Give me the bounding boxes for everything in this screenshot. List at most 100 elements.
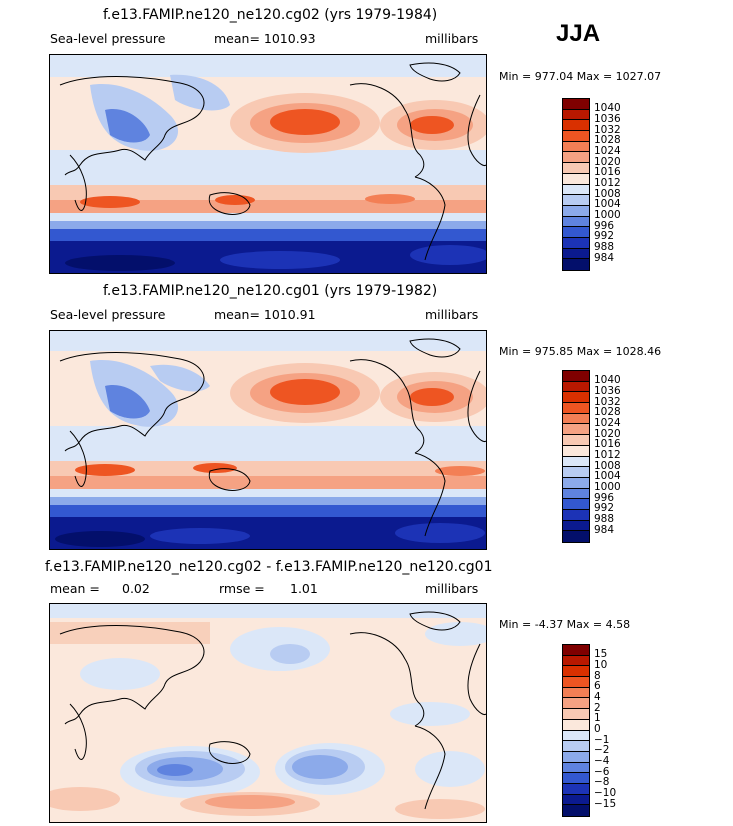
panel1-colorbar-swatch	[563, 248, 589, 260]
colorbar-tick-label: 1020	[594, 428, 621, 440]
colorbar-tick-label: 1012	[594, 177, 621, 189]
panel2-colorbar-swatch	[563, 424, 589, 436]
panel1-units-label: millibars	[425, 31, 479, 46]
colorbar-tick-label: −6	[594, 766, 610, 778]
colorbar-tick-label: 988	[594, 241, 615, 253]
panel2-colorbar-swatch	[563, 413, 589, 425]
panel1-colorbar-swatch	[563, 216, 589, 228]
panel3-field	[50, 604, 486, 822]
panel1-colorbar-swatch	[563, 237, 589, 249]
colorbar-tick-label: −8	[594, 776, 610, 788]
panel1-mean-label: mean= 1010.93	[214, 31, 316, 46]
panel2-colorbar-swatch	[563, 403, 589, 414]
colorbar-tick-label: 984	[594, 524, 615, 536]
panel2-variable-label: Sea-level pressure	[50, 307, 166, 322]
panel3-colorbar-swatch	[563, 762, 589, 774]
colorbar-tick-label: −2	[594, 744, 610, 756]
colorbar-tick-label: 996	[594, 492, 615, 504]
colorbar-tick-label: 6	[594, 680, 601, 692]
panel3-rmse-value: 1.01	[290, 581, 318, 596]
panel2-colorbar-swatch	[563, 520, 589, 532]
colorbar-tick-label: 992	[594, 502, 615, 514]
panel1-colorbar-swatch	[563, 205, 589, 217]
colorbar-tick-label: 1020	[594, 156, 621, 168]
panel3-colorbar-swatch	[563, 655, 589, 667]
panel1-colorbar-swatch	[563, 109, 589, 121]
colorbar-tick-label: 1036	[594, 385, 621, 397]
panel2-colorbar-swatch	[563, 477, 589, 489]
panel2-colorbar-swatch	[563, 499, 589, 510]
panel3-colorbar-swatch	[563, 687, 589, 699]
panel3-colorbar-swatch	[563, 645, 589, 656]
colorbar-tick-label: 1028	[594, 134, 621, 146]
panel2-mean-label: mean= 1010.91	[214, 307, 316, 322]
colorbar-tick-label: 1	[594, 712, 601, 724]
panel1-colorbar-swatch	[563, 152, 589, 164]
panel2-title: f.e13.FAMIP.ne120_ne120.cg01 (yrs 1979-1…	[103, 283, 438, 299]
colorbar-tick-label: 1008	[594, 460, 621, 472]
season-label: JJA	[556, 20, 601, 47]
panel3-colorbar-swatch	[563, 805, 589, 816]
colorbar-tick-label: 15	[594, 648, 608, 660]
colorbar-tick-label: 1012	[594, 449, 621, 461]
panel2-colorbar-swatch	[563, 488, 589, 500]
panel3-colorbar-swatch	[563, 719, 589, 731]
panel2-map	[49, 330, 487, 550]
colorbar-tick-label: 0	[594, 723, 601, 735]
colorbar-tick-label: 10	[594, 659, 608, 671]
colorbar-tick-label: 988	[594, 513, 615, 525]
panel1-colorbar-swatch	[563, 259, 589, 270]
panel3-mean-label: mean =	[50, 581, 100, 596]
panel1-map	[49, 54, 487, 274]
panel2-colorbar-swatch	[563, 456, 589, 468]
panel1-colorbar-swatch	[563, 131, 589, 142]
panel3-colorbar-swatch	[563, 783, 589, 795]
panel2-colorbar-swatch	[563, 445, 589, 457]
panel1-minmax-label: Min = 977.04 Max = 1027.07	[499, 70, 662, 83]
colorbar-tick-label: 1004	[594, 198, 621, 210]
panel2-colorbar-swatch	[563, 435, 589, 446]
panel1-colorbar-swatch	[563, 173, 589, 185]
colorbar-tick-label: 1008	[594, 188, 621, 200]
panel1-colorbar-swatch	[563, 184, 589, 196]
panel1-colorbar-swatch	[563, 163, 589, 174]
colorbar-tick-label: 1032	[594, 124, 621, 136]
panel3-colorbar-swatch	[563, 741, 589, 752]
panel1-field	[50, 55, 486, 273]
panel1-colorbar-swatch	[563, 227, 589, 238]
panel2-colorbar-swatch	[563, 509, 589, 521]
panel1-title: f.e13.FAMIP.ne120_ne120.cg02 (yrs 1979-1…	[103, 7, 438, 23]
colorbar-tick-label: −10	[594, 787, 617, 799]
colorbar-tick-label: 1000	[594, 209, 621, 221]
colorbar-tick-label: 1024	[594, 145, 621, 157]
panel3-units-label: millibars	[425, 581, 479, 596]
panel1-variable-label: Sea-level pressure	[50, 31, 166, 46]
colorbar-tick-label: 1016	[594, 438, 621, 450]
colorbar-tick-label: 996	[594, 220, 615, 232]
panel2-colorbar-swatch	[563, 531, 589, 542]
panel2-colorbar-swatch	[563, 371, 589, 382]
panel3-colorbar-swatch	[563, 698, 589, 710]
panel3-colorbar-swatch	[563, 709, 589, 720]
colorbar-tick-label: 2	[594, 702, 601, 714]
colorbar-tick-label: 4	[594, 691, 601, 703]
panel1-colorbar-swatch	[563, 120, 589, 132]
panel3-colorbar-swatch	[563, 794, 589, 806]
panel3-minmax-label: Min = -4.37 Max = 4.58	[499, 618, 631, 631]
panel1-colorbar	[562, 98, 590, 271]
colorbar-tick-label: 1004	[594, 470, 621, 482]
colorbar-tick-label: 1040	[594, 374, 621, 386]
colorbar-tick-label: 992	[594, 230, 615, 242]
panel3-mean-value: 0.02	[122, 581, 150, 596]
panel3-title: f.e13.FAMIP.ne120_ne120.cg02 - f.e13.FAM…	[45, 559, 493, 575]
panel1-colorbar-swatch	[563, 99, 589, 110]
colorbar-tick-label: 1024	[594, 417, 621, 429]
colorbar-tick-label: −15	[594, 798, 617, 810]
panel3-colorbar-swatch	[563, 751, 589, 763]
panel2-field	[50, 331, 486, 549]
colorbar-tick-label: 1016	[594, 166, 621, 178]
panel3-rmse-label: rmse =	[219, 581, 265, 596]
panel2-colorbar-swatch	[563, 467, 589, 478]
panel3-colorbar-swatch	[563, 730, 589, 742]
panel3-colorbar-swatch	[563, 773, 589, 784]
